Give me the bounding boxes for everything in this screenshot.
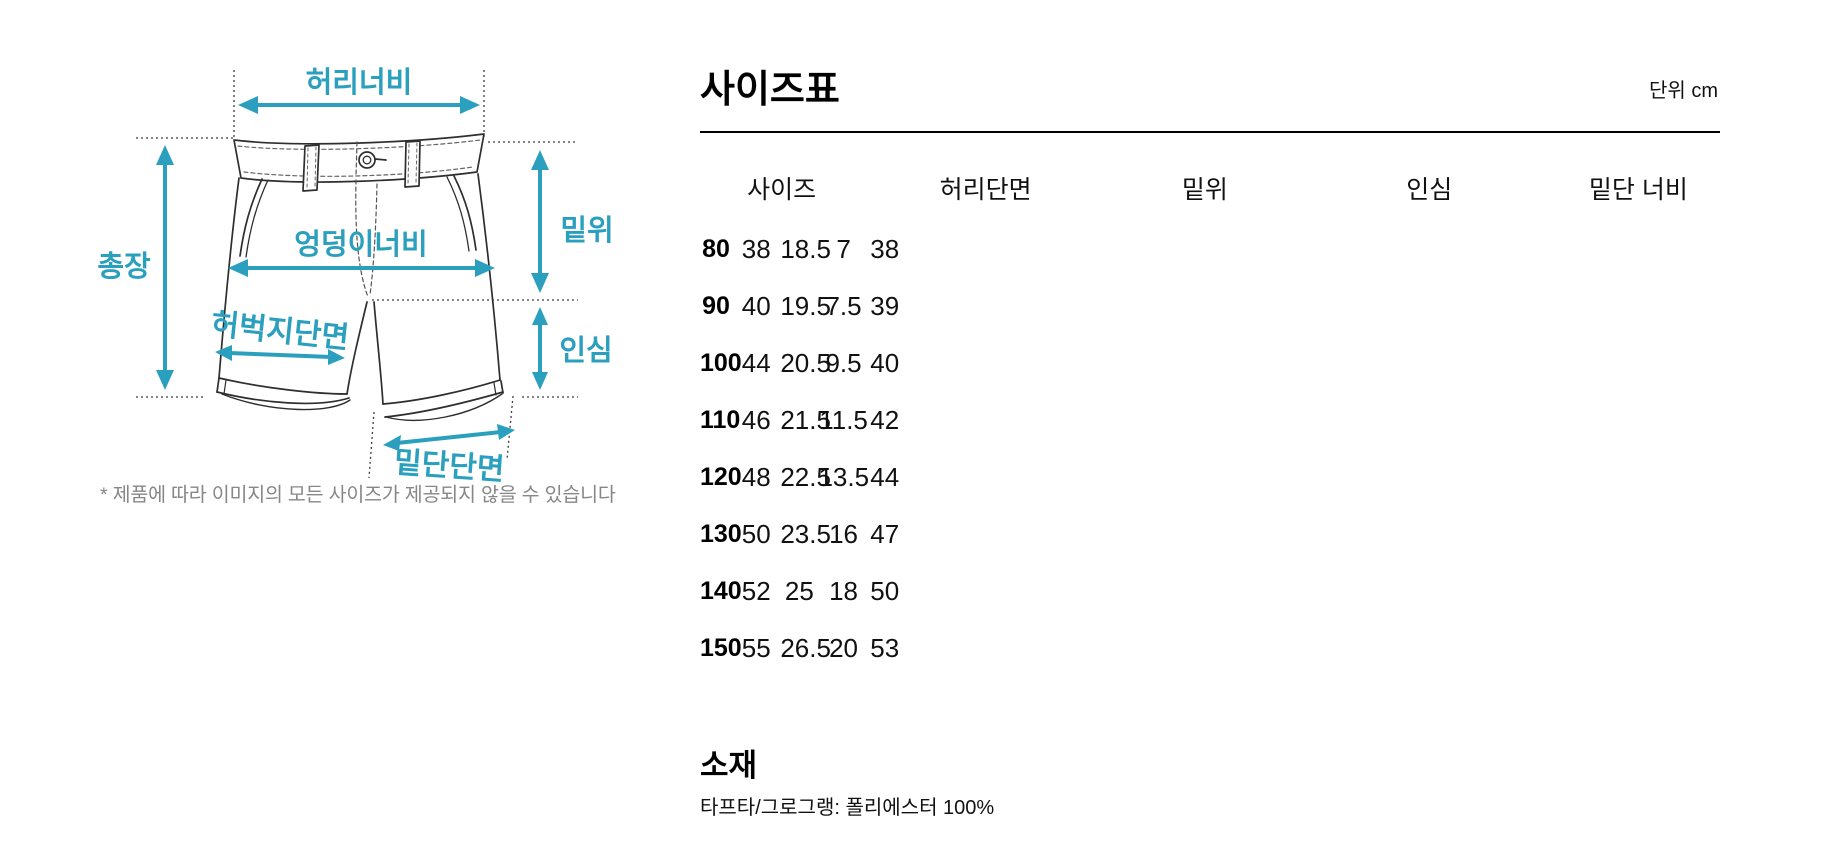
total-length-arrow <box>156 145 174 390</box>
measurement-arrows <box>156 96 549 451</box>
table-row: 100 44 20.5 9.5 40 <box>700 335 901 392</box>
material-description: 타프타/그로그랭: 폴리에스터 100% <box>700 797 995 819</box>
value-cell: 47 <box>870 519 900 549</box>
right-pocket <box>453 175 477 251</box>
rise-label: 밑위 <box>560 214 613 247</box>
column-header-inseam: 인심 <box>1406 176 1453 204</box>
size-cell: 100 <box>700 349 742 377</box>
table-row: 110 46 21.5 11.5 42 <box>700 392 901 449</box>
value-cell: 13.5 <box>818 462 870 492</box>
column-header-size: 사이즈 <box>747 176 817 204</box>
value-cell: 52 <box>741 576 771 606</box>
value-cell: 53 <box>870 633 900 663</box>
guide-lines <box>136 70 578 479</box>
shorts-illustration <box>216 133 504 421</box>
left-pocket <box>239 178 263 257</box>
column-header-rise: 밑위 <box>1181 176 1228 204</box>
value-cell: 20.5 <box>780 348 831 378</box>
table-header-row: 사이즈 허리단면 밑위 인심 밑단 너비 <box>700 170 1720 204</box>
value-cell: 9.5 <box>825 348 862 378</box>
unit-label: 단위 cm <box>1648 80 1718 102</box>
rise-arrow <box>531 150 549 293</box>
value-cell: 7 <box>836 234 851 264</box>
value-cell: 50 <box>870 576 900 606</box>
table-row: 150 55 26.5 20 53 <box>700 620 901 677</box>
divider-line <box>700 131 1720 133</box>
value-cell: 48 <box>741 462 771 492</box>
inseam-label: 인심 <box>559 334 612 367</box>
size-table-section: 사이즈표 단위 cm 사이즈 허리단면 밑위 인심 밑단 너비 80 38 18… <box>700 0 1720 867</box>
hip-width-label: 엉덩이너비 <box>294 228 427 261</box>
size-cell: 150 <box>700 634 742 662</box>
table-row: 80 38 18.5 7 38 <box>700 221 901 278</box>
right-outer-seam <box>477 173 501 381</box>
value-cell: 39 <box>870 291 900 321</box>
shorts-measurement-diagram: 허리너비 총장 엉덩이너비 밑위 인심 허벅지단면 밑단단면 <box>70 25 630 505</box>
belt-loop <box>302 144 320 192</box>
size-cell: 90 <box>702 292 730 320</box>
table-row: 130 50 23.5 16 47 <box>700 506 901 563</box>
size-cell: 140 <box>700 577 742 605</box>
size-cell: 80 <box>702 235 730 263</box>
value-cell: 40 <box>870 348 900 378</box>
table-row: 120 48 22.5 13.5 44 <box>700 449 901 506</box>
value-cell: 42 <box>870 405 900 435</box>
button <box>358 151 376 169</box>
waist-width-label: 허리너비 <box>306 66 413 99</box>
value-cell: 16 <box>829 519 858 549</box>
column-header-hem-width: 밑단 너비 <box>1588 176 1688 204</box>
thigh-width-arrow <box>215 345 345 365</box>
value-cell: 38 <box>870 234 900 264</box>
value-cell: 25 <box>784 576 814 606</box>
table-row: 140 52 25 18 50 <box>700 563 901 620</box>
table-body: 80 38 18.5 7 38 90 40 19.5 7.5 39 100 44… <box>700 221 901 677</box>
diagram-note: * 제품에 따라 이미지의 모든 사이즈가 제공되지 않을 수 있습니다 <box>100 484 616 506</box>
value-cell: 11.5 <box>819 405 868 435</box>
inseam-arrow <box>532 307 548 390</box>
value-cell: 20 <box>829 633 858 663</box>
value-cell: 23.5 <box>780 519 831 549</box>
size-cell: 110 <box>700 406 741 434</box>
value-cell: 7.5 <box>825 291 862 321</box>
value-cell: 55 <box>741 633 771 663</box>
column-header-waist: 허리단면 <box>939 176 1032 204</box>
value-cell: 18.5 <box>780 234 831 264</box>
measurement-labels: 허리너비 총장 엉덩이너비 밑위 인심 허벅지단면 밑단단면 <box>97 66 613 487</box>
hip-width-arrow <box>228 259 495 277</box>
page-title: 사이즈표 <box>700 69 840 111</box>
value-cell: 22.5 <box>780 462 831 492</box>
value-cell: 46 <box>741 405 771 435</box>
right-inseam <box>373 301 384 405</box>
value-cell: 19.5 <box>780 291 831 321</box>
table-row: 90 40 19.5 7.5 39 <box>700 278 901 335</box>
value-cell: 44 <box>870 462 900 492</box>
hem-width-label: 밑단단면 <box>393 446 505 487</box>
material-title: 소재 <box>700 748 758 783</box>
shorts-diagram-svg: 허리너비 총장 엉덩이너비 밑위 인심 허벅지단면 밑단단면 <box>97 66 613 487</box>
left-inseam <box>346 301 368 395</box>
value-cell: 44 <box>741 348 771 378</box>
hem-width-arrow <box>383 424 515 451</box>
waist-width-arrow <box>238 96 480 114</box>
size-cell: 120 <box>700 463 742 491</box>
size-cell: 130 <box>700 520 742 548</box>
value-cell: 40 <box>741 291 771 321</box>
value-cell: 38 <box>741 234 771 264</box>
belt-loop <box>404 140 421 188</box>
total-length-label: 총장 <box>97 250 151 283</box>
value-cell: 18 <box>829 576 858 606</box>
value-cell: 50 <box>741 519 771 549</box>
value-cell: 21.5 <box>780 405 831 435</box>
value-cell: 26.5 <box>780 633 831 663</box>
